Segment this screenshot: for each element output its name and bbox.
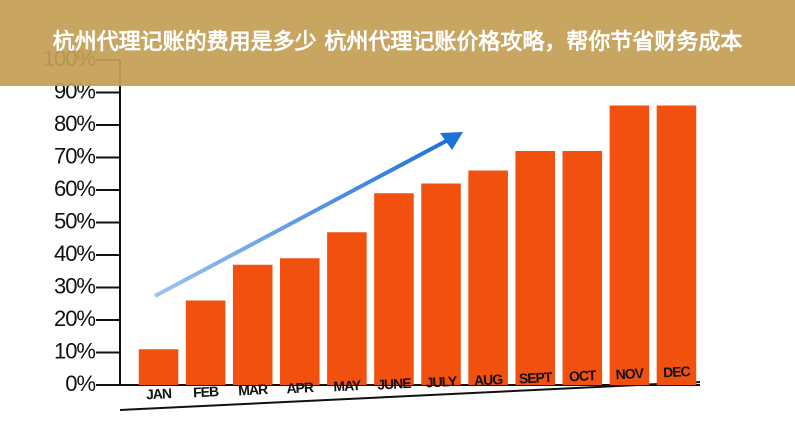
- x-tick-label: MAR: [238, 381, 269, 399]
- x-axis-edge: [119, 381, 701, 411]
- bar: [138, 349, 179, 385]
- y-tick-label: 60%: [54, 176, 95, 201]
- bar: [609, 105, 650, 385]
- arrow-head: [440, 132, 463, 150]
- bar: [515, 151, 555, 385]
- bar: [327, 232, 367, 385]
- x-tick-label: DEC: [663, 363, 691, 380]
- bar: [374, 193, 414, 385]
- x-tick-label: JULY: [425, 373, 458, 391]
- y-tick-label: 50%: [54, 208, 95, 233]
- y-tick-label: 0%: [65, 371, 95, 396]
- y-tick-label: 20%: [54, 306, 95, 331]
- x-tick-label: MAY: [333, 377, 362, 394]
- bar: [468, 170, 508, 385]
- y-tick-label: 70%: [54, 143, 95, 168]
- x-tick-label: NOV: [615, 365, 645, 382]
- y-tick-label: 30%: [54, 273, 95, 298]
- y-tick-label: 80%: [54, 111, 95, 136]
- x-tick-label: JAN: [146, 385, 173, 402]
- x-tick-label: AUG: [474, 371, 504, 389]
- chart-title: 杭州代理记账的费用是多少 杭州代理记账价格攻略，帮你节省财务成本: [52, 30, 743, 55]
- bar: [185, 300, 226, 385]
- x-tick-label: APR: [286, 379, 314, 396]
- bar: [280, 258, 320, 385]
- x-tick-label: JUNE: [377, 375, 412, 393]
- bar: [656, 105, 697, 385]
- y-tick-label: 10%: [54, 338, 95, 363]
- bar: [562, 151, 603, 385]
- trend-arrow: [154, 138, 449, 298]
- x-tick-label: FEB: [193, 383, 220, 400]
- bar: [421, 183, 461, 385]
- y-tick-label: 40%: [54, 241, 95, 266]
- bar: [232, 264, 273, 385]
- title-banner: 杭州代理记账的费用是多少 杭州代理记账价格攻略，帮你节省财务成本: [0, 0, 795, 86]
- x-tick-label: SEPT: [518, 369, 553, 387]
- x-tick-label: OCT: [569, 367, 598, 384]
